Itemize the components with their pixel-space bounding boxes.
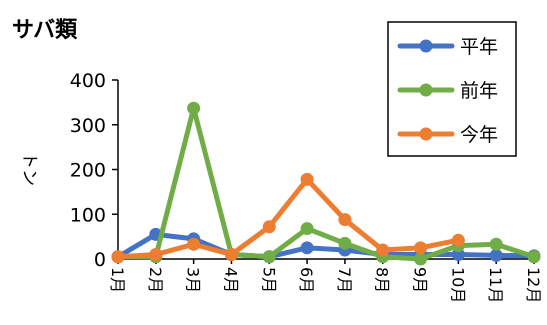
y-tick-label: 200 (70, 160, 106, 182)
legend-label: 今年 (460, 124, 498, 146)
series-layer (111, 101, 541, 266)
legend-marker (419, 127, 433, 141)
data-point (111, 250, 125, 264)
data-point (187, 101, 201, 115)
x-tick-label: 3月 (184, 267, 203, 293)
x-tick-label: 6月 (297, 267, 316, 293)
data-point (300, 172, 314, 186)
x-tick-label: 11月 (486, 267, 505, 303)
legend-label: 前年 (460, 80, 498, 102)
y-tick-label: 0 (94, 249, 106, 271)
data-point (376, 243, 390, 257)
x-tick-label: 9月 (411, 267, 430, 293)
data-point (414, 252, 428, 266)
x-tick-label: 4月 (221, 267, 240, 293)
x-tick-label: 12月 (524, 267, 543, 303)
data-point (338, 236, 352, 250)
data-point (338, 213, 352, 227)
legend-item-2: 前年 (397, 80, 498, 102)
y-tick-label: 100 (70, 204, 106, 226)
y-axis-label: トン (19, 152, 39, 186)
legend-item-3: 今年 (397, 124, 498, 146)
data-point (224, 248, 238, 262)
data-point (300, 241, 314, 255)
data-point (414, 241, 428, 255)
data-point (489, 237, 503, 251)
data-point (262, 250, 276, 264)
data-point (262, 220, 276, 234)
x-tick-label: 5月 (259, 267, 278, 293)
y-axis: 0 100 200 300 400 (70, 70, 119, 271)
x-tick-label: 8月 (373, 267, 392, 293)
legend-marker (419, 83, 433, 97)
data-point (489, 248, 503, 262)
x-tick-label: 10月 (448, 267, 467, 303)
x-tick-label: 2月 (146, 267, 165, 293)
legend-item-1: 平年 (397, 36, 498, 58)
data-point (300, 222, 314, 236)
data-point (451, 233, 465, 247)
legend-marker (419, 39, 433, 53)
data-point (187, 237, 201, 251)
legend-label: 平年 (460, 36, 498, 58)
data-point (149, 248, 163, 262)
data-point (527, 250, 541, 264)
x-axis: 1月 2月 3月 4月 5月 6月 7月 8月 9月 10月 11月 12月 (108, 258, 543, 303)
data-point (451, 248, 465, 262)
series-3 (111, 172, 465, 264)
y-tick-label: 300 (70, 115, 106, 137)
y-tick-label: 400 (70, 70, 106, 92)
chart-title: サバ類 (12, 18, 78, 43)
series-line (115, 176, 461, 260)
x-tick-label: 7月 (335, 267, 354, 293)
x-tick-label: 1月 (108, 267, 127, 293)
